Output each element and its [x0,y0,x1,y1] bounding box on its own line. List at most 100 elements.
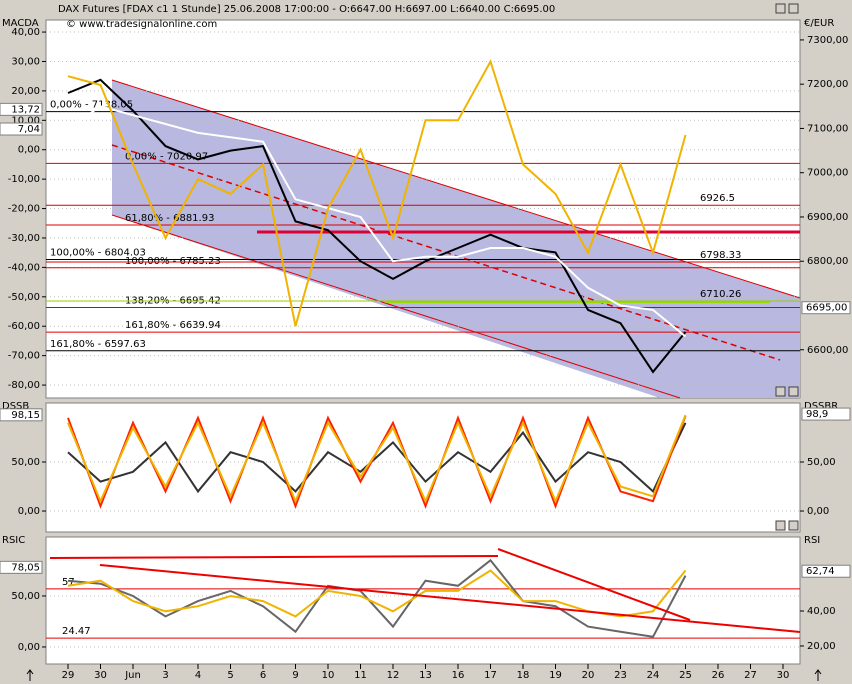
current-value-label: 62,74 [806,566,835,577]
x-tick-label: 5 [227,670,233,681]
y2-tick-label: 7100,00 [807,123,848,134]
y-tick-label: -60,00 [8,321,40,332]
y-tick-label: -80,00 [8,380,40,391]
panel-title: DSSB [2,401,29,412]
y-tick-label: 0,00 [18,506,40,517]
level-label: 6710.26 [700,289,741,300]
y-tick-label: 10,00 [11,115,40,126]
panel-title: MACDA [2,18,39,29]
current-value-label: 98,15 [11,410,40,421]
x-tick-label: 23 [614,670,627,681]
series-line [67,414,687,504]
panel [45,402,801,533]
series-line [67,58,687,327]
current-value-box [801,564,851,578]
level-label: 57 [62,577,75,588]
panel-button [775,520,786,531]
y2-tick-label: 7000,00 [807,168,848,179]
current-value-label: 7,04 [18,124,40,135]
y2-tick-label: 40,00 [807,606,836,617]
panel-title-bg [0,534,44,546]
x-tick-label: 9 [292,670,298,681]
panel-title-bg [0,17,44,29]
panel-button [788,520,799,531]
panel-button [775,3,786,14]
y2-tick-label: 20,00 [807,641,836,652]
x-tick-label: 26 [712,670,725,681]
y-tick-label: 30,00 [11,56,40,67]
level-label: 0,00% - 7138.05 [50,100,133,111]
panel-button [775,386,786,397]
series-line [67,569,687,618]
x-tick-label: 20 [582,670,595,681]
x-tick-label: 13 [419,670,432,681]
x-tick-label: 4 [195,670,201,681]
current-value-box [0,102,43,116]
watermark: © www.tradesignalonline.com [66,19,217,30]
y-tick-label: 0,00 [18,145,40,156]
x-tick-label: 6 [260,670,266,681]
series-line [67,558,687,638]
y2-tick-label: 7200,00 [807,79,848,90]
y-tick-label: 50,00 [11,457,40,468]
chart-header: DAX Futures [FDAX c1 1 Stunde] 25.06.200… [58,4,555,15]
level-label: 161,80% - 6597.63 [50,339,146,350]
y-tick-label: 20,00 [11,86,40,97]
y-tick-label: 50,00 [11,591,40,602]
x-tick-label: 25 [679,670,692,681]
x-tick-label: 16 [452,670,465,681]
y-tick-label: -40,00 [8,262,40,273]
level-label: 100,00% - 6785.23 [125,256,221,267]
y2-tick-label: 6600,00 [807,345,848,356]
series-line [67,422,687,494]
x-tick-label: 27 [744,670,757,681]
current-value-label: 98,9 [806,409,828,420]
x-tick-label: 30 [94,670,107,681]
x-tick-label: 11 [354,670,367,681]
current-value-label: 78,05 [11,562,40,573]
x-tick-label: 18 [517,670,530,681]
y-tick-label: -50,00 [8,292,40,303]
level-label: 61,80% - 6881.93 [125,213,214,224]
y2-axis-title: €/EUR [804,18,834,29]
y-tick-label: -20,00 [8,204,40,215]
current-value-box [0,122,43,136]
y2-tick-label: 7300,00 [807,35,848,46]
level-label: 161,80% - 6639.94 [125,320,221,331]
x-tick-label: 10 [322,670,335,681]
current-value-box [801,407,851,421]
y2-tick-label: 50,00 [807,457,836,468]
scroll-arrow [814,669,822,681]
level-label: 6798.33 [700,250,741,261]
series-line [67,78,687,374]
panel-button [788,386,799,397]
y2-tick-label: 0,00 [807,506,829,517]
y-tick-label: -30,00 [8,233,40,244]
x-tick-label: Jun [124,670,141,681]
y2-tick-label: 6800,00 [807,256,848,267]
panel-title: RSIC [2,535,25,546]
current-value-box [0,560,43,574]
trend-channel [112,80,800,398]
level-label: 0,00% - 7020.97 [125,151,208,162]
current-value-box [0,408,43,422]
y-tick-label: 0,00 [18,642,40,653]
level-label: 6926.5 [700,193,735,204]
trend-line [497,548,691,621]
series-line [67,105,687,338]
level-label: 24.47 [62,626,91,637]
current-value-label: 6695,00 [806,303,847,314]
scroll-arrow [26,669,34,681]
x-tick-label: 3 [162,670,168,681]
panel-button [788,3,799,14]
y-tick-label: 40,00 [11,27,40,38]
x-tick-label: 30 [777,670,790,681]
y2-axis-title: RSI [804,535,820,546]
x-tick-label: 29 [62,670,75,681]
level-label: 100,00% - 6804.03 [50,247,146,258]
y-tick-label: -70,00 [8,351,40,362]
current-value-label: 13,72 [11,104,40,115]
y2-tick-label: 6900,00 [807,212,848,223]
